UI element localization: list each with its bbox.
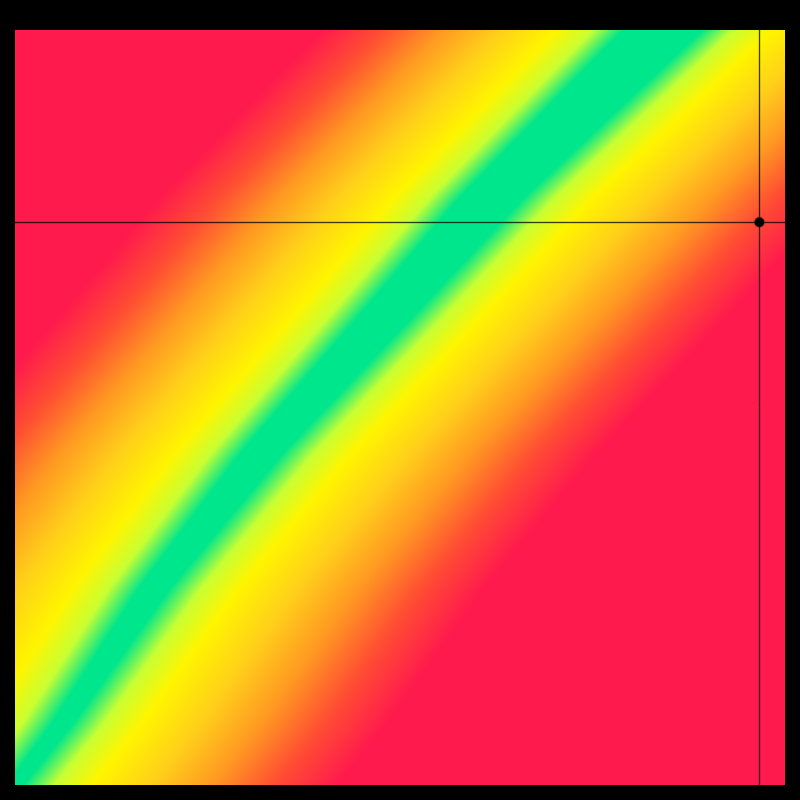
watermark-text: TheBottleneck.com bbox=[587, 4, 790, 30]
plot-frame bbox=[15, 30, 785, 785]
chart-container: TheBottleneck.com bbox=[0, 0, 800, 800]
heatmap-canvas bbox=[15, 30, 785, 785]
